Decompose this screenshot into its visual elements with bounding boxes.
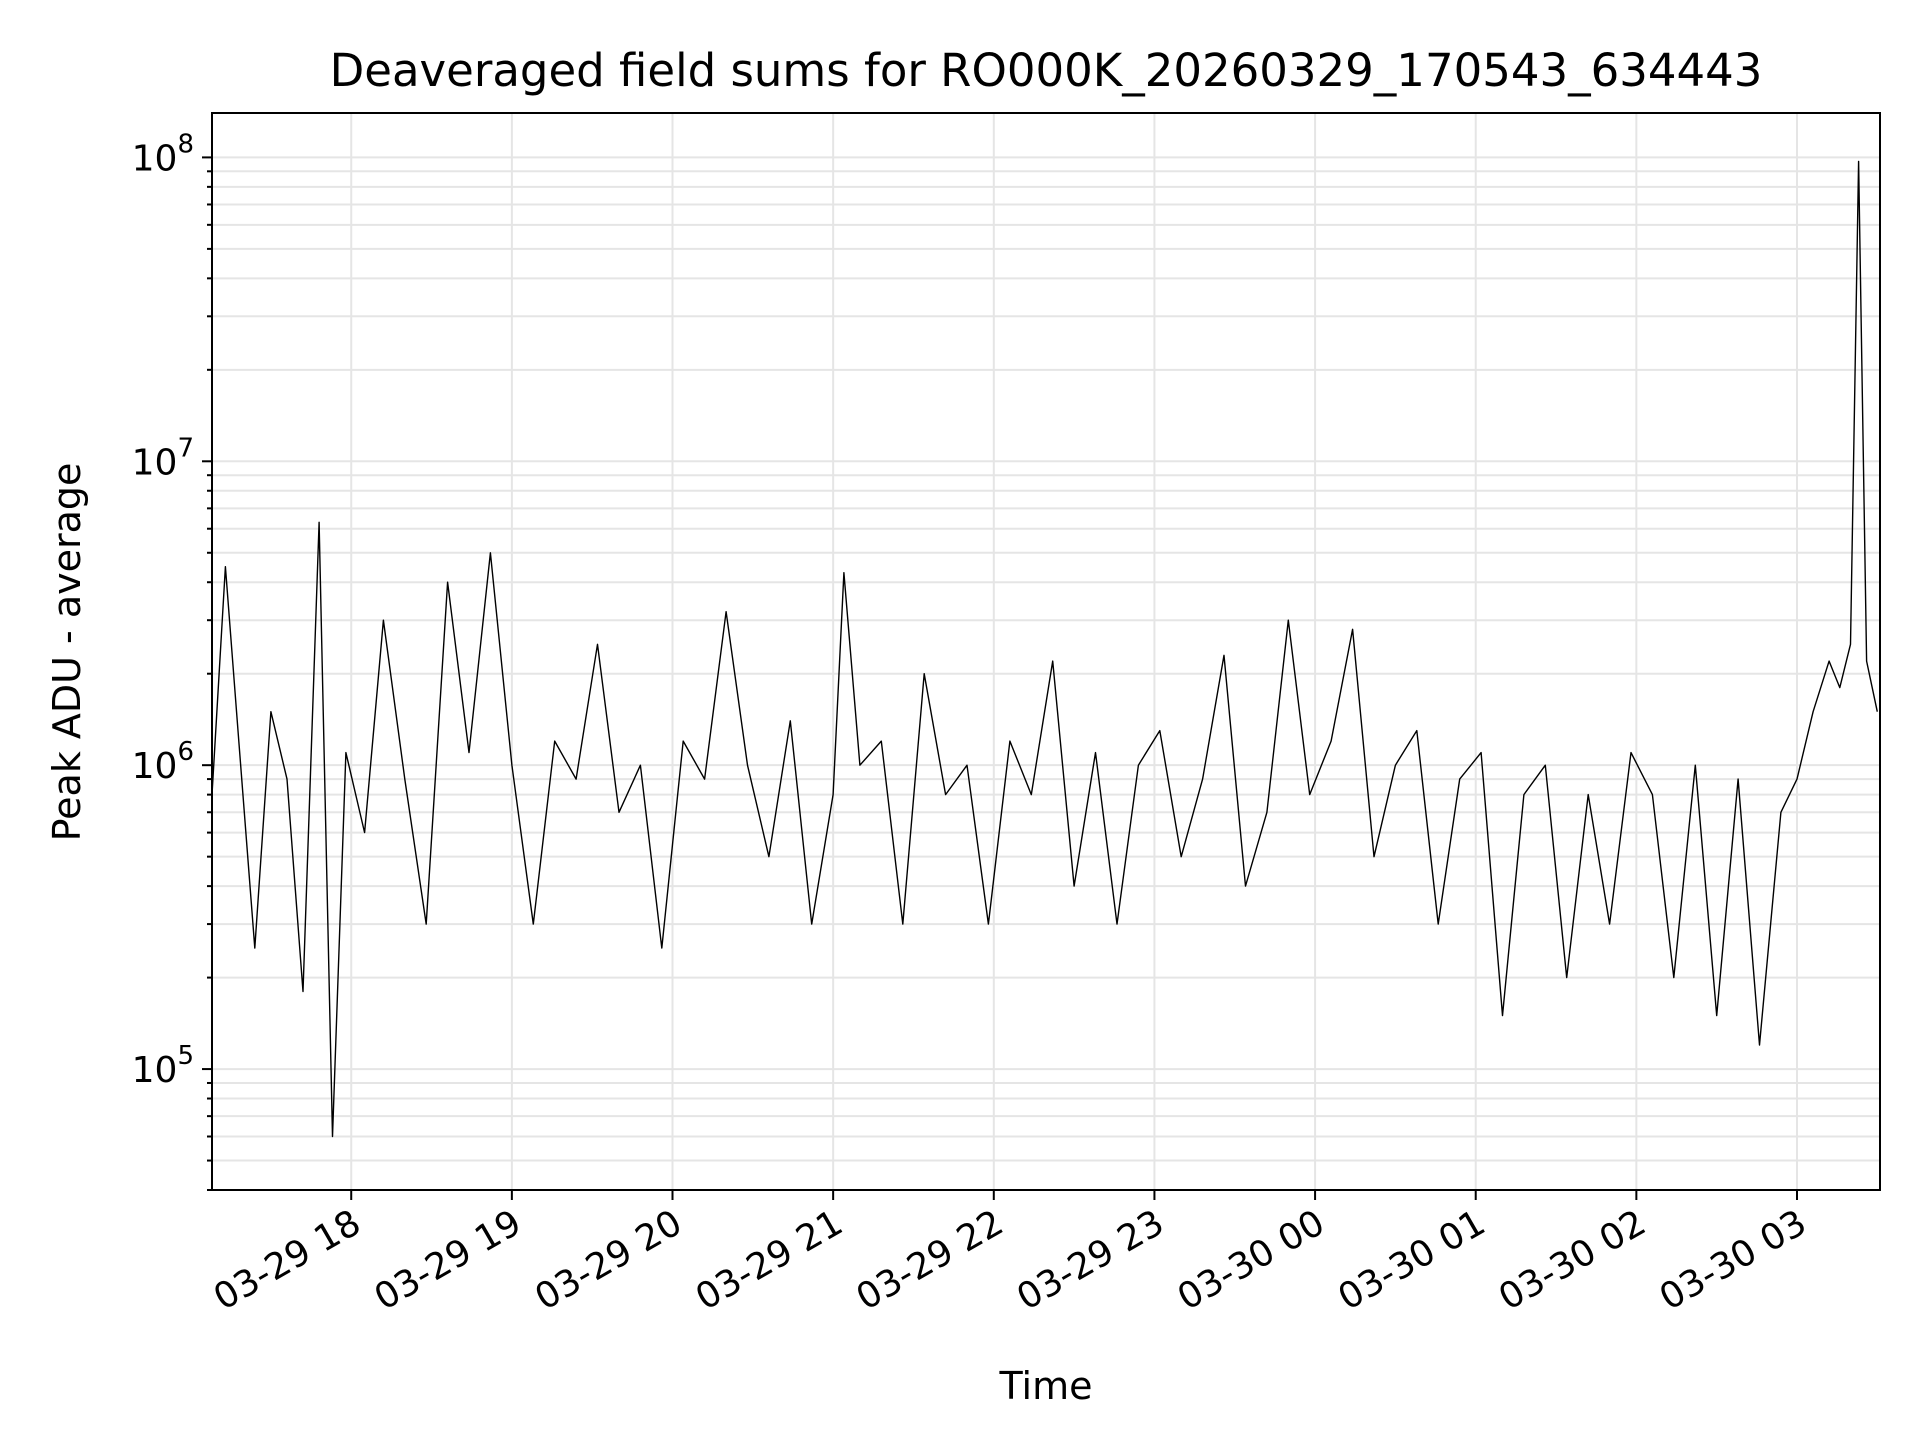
chart-title: Deaveraged field sums for RO000K_2026032…	[330, 44, 1763, 97]
y-tick-label: 107	[132, 433, 194, 483]
y-axis-label: Peak ADU - average	[45, 463, 89, 842]
x-axis-label: Time	[999, 1364, 1093, 1408]
plot-frame	[211, 112, 1881, 1191]
y-tick-label: 108	[132, 129, 194, 179]
y-tick-label: 105	[132, 1041, 194, 1091]
series-line-group	[211, 160, 1878, 1138]
y-tick-label: 106	[132, 737, 194, 787]
series-line	[211, 160, 1878, 1138]
